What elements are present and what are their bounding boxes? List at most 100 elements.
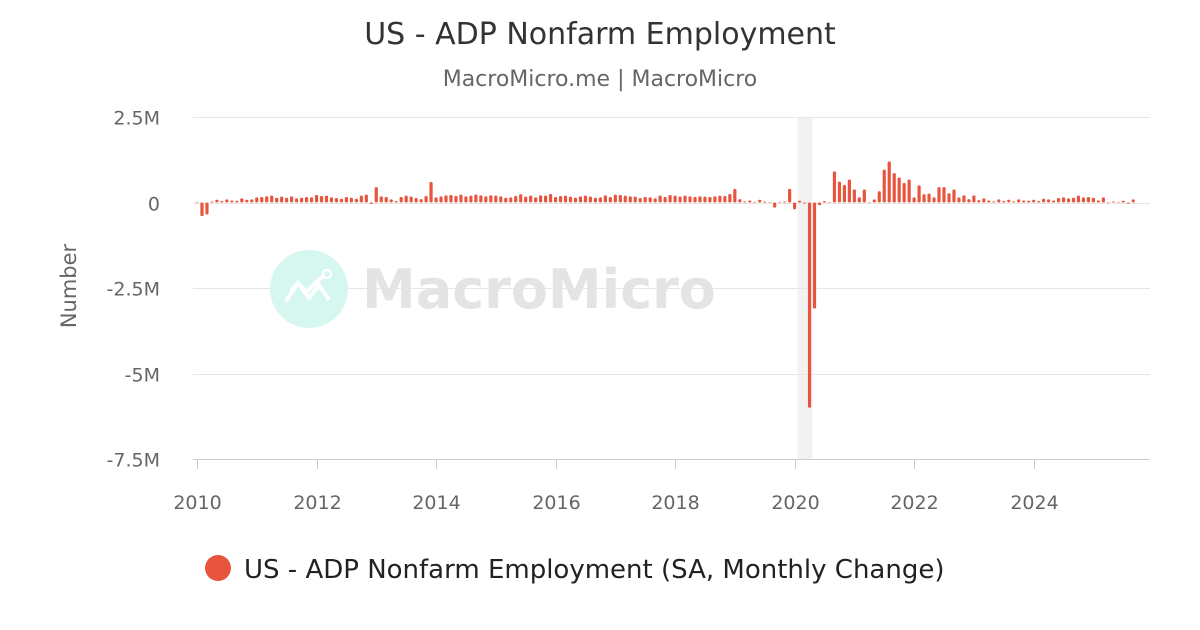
bar-2023-12 <box>1027 200 1031 203</box>
bar-2012-9 <box>354 198 358 203</box>
bar-2016-2 <box>558 196 563 203</box>
bar-2014-3 <box>444 195 448 203</box>
x-tick-label: 2020 <box>771 492 819 514</box>
bar-2016-9 <box>593 197 597 203</box>
bar-2016-7 <box>583 195 588 203</box>
bar-2019-7 <box>763 201 767 203</box>
bar-2017-1 <box>613 194 617 203</box>
bar-2020-11 <box>842 185 846 203</box>
bar-2022-1 <box>912 197 916 203</box>
bar-2015-1 <box>494 195 498 203</box>
bar-2013-10 <box>419 199 423 203</box>
bar-2024-12 <box>1086 197 1091 203</box>
bar-2016-10 <box>598 197 602 203</box>
bar-2024-5 <box>1051 200 1056 203</box>
bar-2024-10 <box>1076 195 1081 203</box>
bar-2020-6 <box>817 202 822 206</box>
bar-2016-6 <box>578 196 583 203</box>
bar-2020-12 <box>847 179 851 203</box>
bar-2012-12 <box>369 202 373 204</box>
bar-2021-2 <box>857 197 861 203</box>
bar-2011-9 <box>295 198 299 203</box>
bar-2020-7 <box>822 201 827 203</box>
bar-2015-5 <box>514 196 518 203</box>
bar-2014-2 <box>439 196 443 203</box>
bar-2021-5 <box>872 199 876 203</box>
bar-2021-7 <box>882 169 886 203</box>
bar-2013-7 <box>404 195 408 203</box>
bar-2011-1 <box>255 197 259 203</box>
bar-2011-4 <box>270 195 274 203</box>
bar-2015-4 <box>509 197 513 203</box>
bar-2019-10 <box>778 201 782 203</box>
y-tick-label: -2.5M <box>107 279 160 301</box>
bar-2023-2 <box>977 200 981 203</box>
bar-2018-12 <box>728 193 732 203</box>
legend-label[interactable]: US - ADP Nonfarm Employment (SA, Monthly… <box>244 555 944 585</box>
bar-2012-2 <box>319 196 324 203</box>
bar-2012-11 <box>364 194 368 203</box>
watermark-logo-dot <box>321 268 333 280</box>
bar-2018-1 <box>673 195 677 203</box>
bar-2017-9 <box>653 198 657 203</box>
bar-2024-4 <box>1046 199 1051 203</box>
bar-2020-1 <box>793 202 797 210</box>
bar-2015-7 <box>524 196 528 203</box>
bar-2011-11 <box>304 197 309 203</box>
y-tick-label: 0 <box>148 194 160 216</box>
bar-2010-8 <box>230 200 234 203</box>
bar-2022-7 <box>942 187 946 203</box>
bar-2013-1 <box>374 187 378 203</box>
bar-2018-3 <box>683 195 687 203</box>
legend[interactable]: US - ADP Nonfarm Employment (SA, Monthly… <box>205 555 944 585</box>
bar-2025-7 <box>1121 200 1125 203</box>
bar-2012-6 <box>339 198 344 203</box>
bar-2018-4 <box>688 196 692 203</box>
bar-2016-3 <box>563 195 568 203</box>
bar-2023-7 <box>1002 201 1006 203</box>
bar-2010-12 <box>250 199 254 203</box>
bar-2023-1 <box>972 195 976 203</box>
bar-2018-5 <box>693 197 697 203</box>
bar-2010-1 <box>195 201 199 203</box>
bar-2023-10 <box>1017 199 1021 203</box>
watermark-logo-line-2 <box>289 273 326 295</box>
bar-2025-8 <box>1126 202 1130 204</box>
bar-2024-1 <box>1032 199 1036 203</box>
bar-2021-1 <box>852 189 856 203</box>
bar-2018-7 <box>703 196 707 203</box>
bar-2024-8 <box>1066 198 1071 203</box>
x-tick-label: 2012 <box>293 492 341 514</box>
bar-2021-3 <box>862 189 866 203</box>
bar-2022-3 <box>922 194 926 203</box>
bar-2017-6 <box>638 198 642 203</box>
bar-2017-4 <box>628 196 632 203</box>
bar-2016-12 <box>608 197 612 203</box>
bar-2011-3 <box>265 196 269 203</box>
bar-2013-9 <box>414 198 418 203</box>
watermark: MacroMicro <box>270 250 716 328</box>
bar-2014-12 <box>489 195 493 203</box>
bar-2024-3 <box>1042 198 1046 203</box>
bar-2013-11 <box>424 196 428 203</box>
bar-2024-9 <box>1071 197 1076 203</box>
bar-2012-1 <box>314 194 319 203</box>
bar-2014-5 <box>454 196 458 203</box>
bar-2015-8 <box>529 195 533 203</box>
bar-2021-4 <box>867 202 871 203</box>
bar-2011-6 <box>280 196 284 203</box>
bar-2023-8 <box>1007 199 1011 203</box>
bar-2010-10 <box>240 198 244 203</box>
bar-2012-4 <box>329 197 334 203</box>
bar-2013-8 <box>409 196 413 203</box>
bar-2021-11 <box>902 183 906 203</box>
bar-2014-1 <box>434 197 438 203</box>
bar-2025-5 <box>1111 201 1115 203</box>
bar-2025-3 <box>1101 197 1105 203</box>
y-tick-label: 2.5M <box>113 108 160 130</box>
bar-2020-5 <box>812 202 817 309</box>
bar-2021-9 <box>892 173 896 203</box>
bar-2015-6 <box>519 194 523 203</box>
bar-2023-3 <box>982 198 986 203</box>
